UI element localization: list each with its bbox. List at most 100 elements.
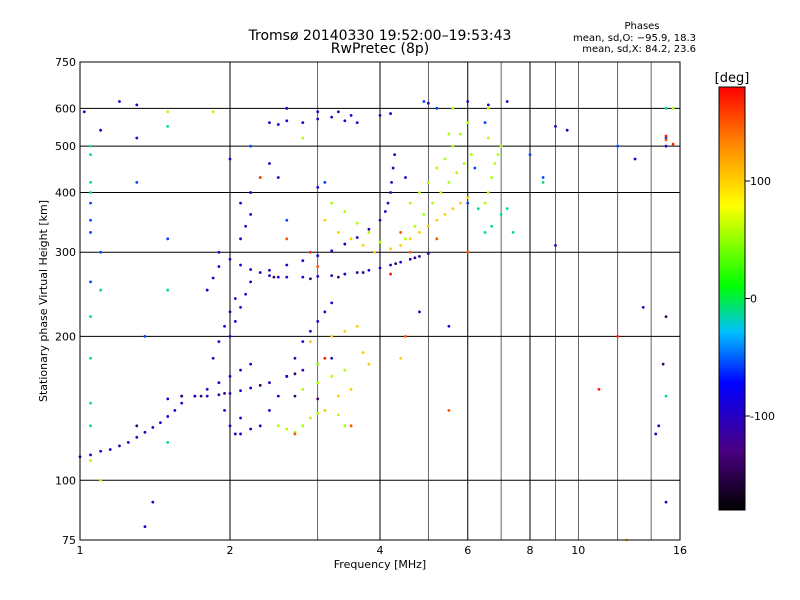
data-point <box>408 250 412 254</box>
data-point <box>383 210 387 213</box>
data-point <box>505 207 509 211</box>
data-point <box>393 153 397 157</box>
data-point <box>459 132 462 136</box>
data-point <box>180 401 184 405</box>
data-point <box>641 305 645 309</box>
data-point <box>418 310 421 314</box>
data-point <box>276 176 280 179</box>
data-point <box>408 257 412 261</box>
data-point <box>285 263 289 267</box>
data-point <box>89 180 92 184</box>
data-point <box>301 424 305 428</box>
y-tick-label: 100 <box>55 474 76 487</box>
data-point <box>466 201 470 205</box>
data-point <box>336 275 340 279</box>
data-point <box>268 274 271 278</box>
data-point <box>217 250 221 254</box>
data-point <box>541 180 545 184</box>
data-point <box>249 427 253 431</box>
data-point <box>511 231 515 234</box>
data-point <box>499 144 503 148</box>
data-point <box>330 115 334 119</box>
data-point <box>654 432 658 436</box>
data-point <box>249 144 253 148</box>
data-point <box>483 231 487 234</box>
data-point <box>330 249 334 253</box>
data-point <box>276 394 280 398</box>
data-point <box>228 424 232 428</box>
data-point <box>211 110 215 114</box>
y-axis-label: Stationary phase Virtual Height [km] <box>37 200 50 402</box>
data-point <box>330 334 334 338</box>
grid-lines <box>79 62 681 540</box>
data-point <box>118 444 121 448</box>
data-point <box>323 356 327 360</box>
data-point <box>451 207 455 211</box>
x-tick-label: 8 <box>527 544 534 557</box>
data-point <box>205 288 209 292</box>
data-point <box>505 100 509 103</box>
data-point <box>223 391 226 395</box>
data-point <box>166 415 170 418</box>
data-point <box>565 128 569 132</box>
x-tick-label: 4 <box>377 544 384 557</box>
data-point <box>258 271 262 274</box>
data-point <box>316 185 320 189</box>
data-point <box>309 250 312 254</box>
data-point <box>355 221 359 225</box>
data-point <box>336 110 340 114</box>
data-point <box>349 113 353 117</box>
data-point <box>135 136 139 140</box>
data-point <box>343 368 347 372</box>
data-point <box>135 103 139 107</box>
data-point <box>408 237 412 241</box>
data-point <box>330 201 334 205</box>
x-tick-label: 10 <box>571 544 585 557</box>
data-point <box>309 277 312 281</box>
data-point <box>211 276 215 280</box>
chart-title: Tromsø 20140330 19:52:00–19:53:43 <box>248 28 512 44</box>
data-point <box>276 123 280 126</box>
data-point <box>285 218 289 222</box>
data-point <box>89 356 92 360</box>
data-point <box>173 409 177 412</box>
data-point <box>143 430 147 434</box>
data-point <box>349 387 353 391</box>
data-point <box>244 292 248 296</box>
data-point <box>285 106 289 110</box>
y-tick-label: 600 <box>55 102 76 115</box>
data-point <box>249 386 253 390</box>
data-point <box>99 250 103 254</box>
data-point <box>490 224 494 228</box>
data-point <box>89 280 92 284</box>
data-point <box>89 144 92 148</box>
data-point <box>455 171 459 175</box>
stats-line-o: mean, sd,O: −95.9, 18.3 <box>573 33 696 44</box>
x-tick-label: 6 <box>464 544 471 557</box>
data-point <box>330 301 334 305</box>
data-point <box>301 121 305 125</box>
data-point <box>166 397 170 401</box>
data-point <box>413 224 417 228</box>
y-tick-labels: 75 100 200 300 400 500 600 750 <box>55 56 76 547</box>
data-point <box>89 401 92 405</box>
data-point <box>316 319 320 323</box>
data-point <box>258 424 262 428</box>
data-point <box>89 231 92 234</box>
data-point <box>309 340 312 344</box>
data-point <box>205 387 209 391</box>
data-point <box>399 356 403 360</box>
data-point <box>336 231 340 234</box>
data-point <box>330 356 334 360</box>
data-point <box>239 368 242 372</box>
data-point <box>180 394 184 398</box>
data-point <box>233 432 237 436</box>
data-point <box>541 176 545 179</box>
data-point <box>413 256 417 260</box>
data-point <box>118 100 121 103</box>
data-point <box>490 176 494 179</box>
data-point <box>228 334 232 338</box>
data-point <box>435 106 439 110</box>
data-point <box>597 387 601 391</box>
